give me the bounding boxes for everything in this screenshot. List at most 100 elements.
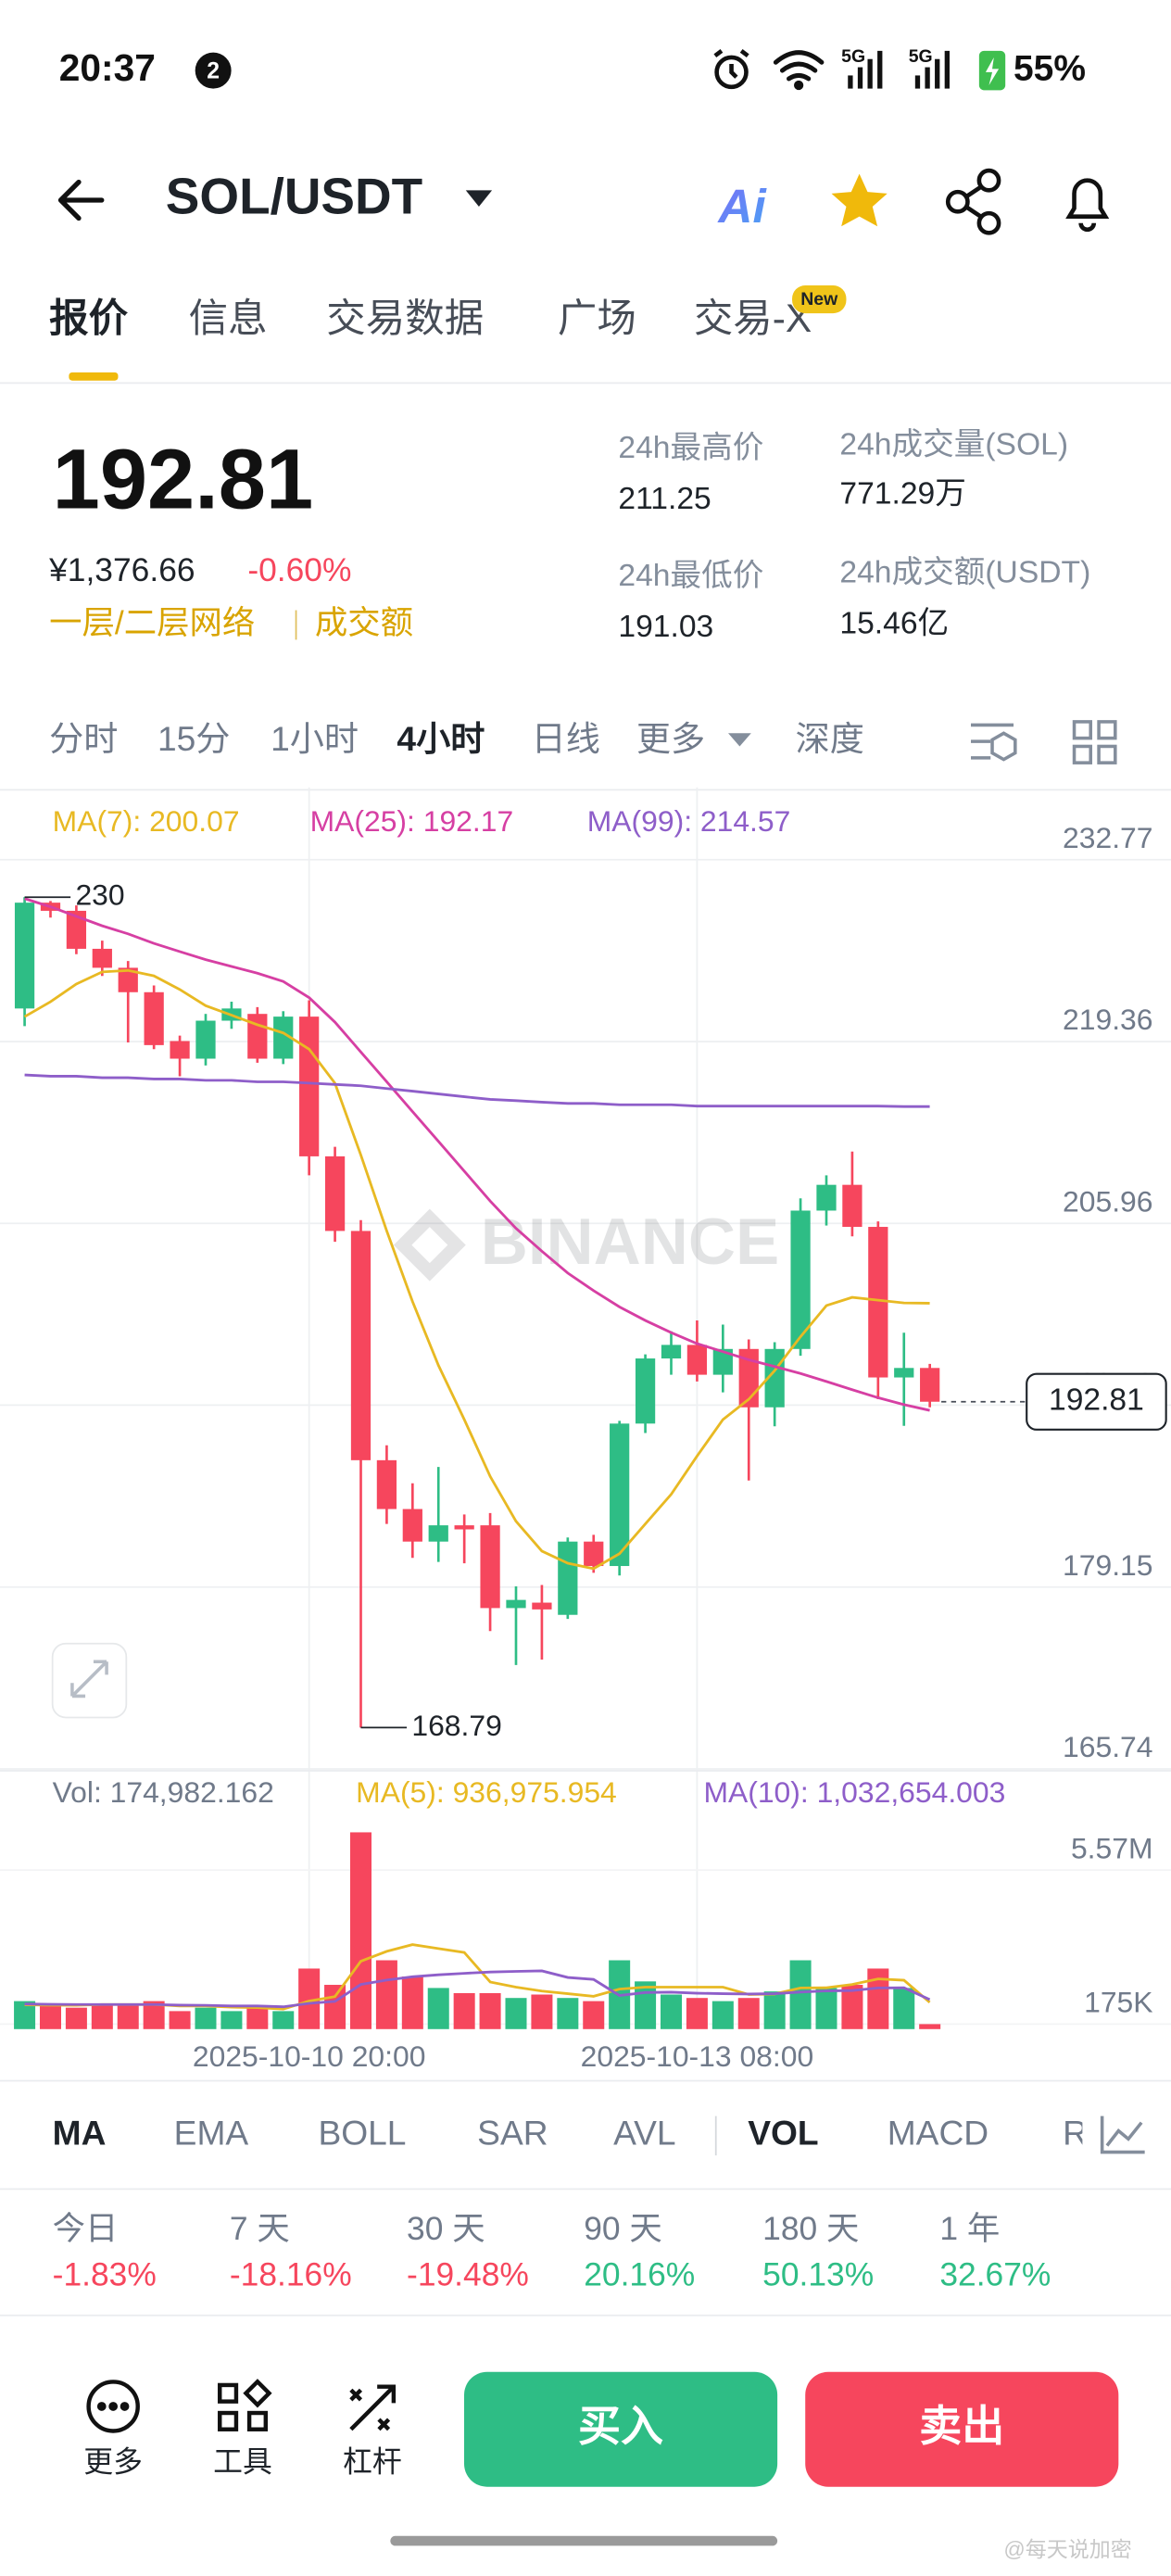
indicator[interactable]: VOL bbox=[748, 2114, 818, 2153]
action-label[interactable]: 杠杆 bbox=[343, 2444, 402, 2478]
leverage-icon[interactable] bbox=[349, 2384, 397, 2431]
pair-title[interactable]: SOL/USDT bbox=[166, 167, 422, 224]
indicator[interactable]: SAR bbox=[477, 2114, 548, 2153]
fullscreen-icon bbox=[70, 1660, 108, 1698]
interval[interactable]: 4小时 bbox=[397, 719, 485, 758]
tools-icon[interactable] bbox=[218, 2379, 272, 2431]
legend-entry: MA(10): 1,032,654.003 bbox=[703, 1775, 1005, 1809]
y-tick-label: 175K bbox=[1084, 1986, 1152, 2019]
max-label: 230 bbox=[75, 878, 124, 912]
candle-body bbox=[506, 1599, 526, 1609]
tab[interactable]: 广场 bbox=[558, 297, 636, 341]
candle-body bbox=[402, 1509, 422, 1542]
interval[interactable]: 深度 bbox=[796, 719, 864, 758]
last-price: 192.81 bbox=[53, 431, 314, 526]
price-change: -0.60% bbox=[247, 551, 351, 588]
volume-bar bbox=[583, 2001, 605, 2029]
current-price-label: 192.81 bbox=[1049, 1383, 1144, 1418]
indicator[interactable]: EMA bbox=[174, 2114, 249, 2153]
buy-button[interactable] bbox=[464, 2371, 778, 2487]
battery-icon bbox=[978, 50, 1006, 91]
period-label: 180 天 bbox=[762, 2210, 859, 2247]
x-tick-label: 2025-10-13 08:00 bbox=[581, 2039, 814, 2073]
tab[interactable]: 交易数据 bbox=[326, 297, 484, 341]
indicator[interactable]: AVL bbox=[613, 2114, 675, 2153]
candle-body bbox=[558, 1541, 578, 1615]
tab[interactable]: 交易-X bbox=[694, 297, 812, 341]
favorite-star[interactable] bbox=[831, 173, 888, 227]
ai-button[interactable]: Ai bbox=[716, 180, 767, 233]
volume-bar bbox=[91, 2004, 113, 2029]
action-label[interactable]: 更多 bbox=[83, 2444, 143, 2478]
divider bbox=[0, 2079, 1171, 2082]
alert-button[interactable] bbox=[1065, 178, 1110, 233]
interval[interactable]: 1小时 bbox=[271, 719, 359, 758]
period-change: 50.13% bbox=[762, 2255, 874, 2292]
interval[interactable]: 更多 bbox=[636, 719, 705, 758]
chart-grid bbox=[0, 787, 1171, 2029]
action-labels: 更多 工具 杠杆 bbox=[83, 2444, 401, 2478]
volume-bar bbox=[841, 1985, 863, 2029]
volume-bar bbox=[65, 2007, 87, 2029]
pair-dropdown[interactable] bbox=[465, 190, 493, 208]
volume-bar bbox=[557, 1998, 579, 2029]
back-button[interactable] bbox=[57, 179, 105, 221]
volume-bar bbox=[220, 2011, 243, 2029]
share-button[interactable] bbox=[945, 168, 1001, 235]
candle-body bbox=[195, 1020, 216, 1059]
volume-bar bbox=[117, 2004, 139, 2029]
stats: 24h最高价 211.25 24h成交量(SOL) 771.29万 24h最低价 191.… bbox=[618, 426, 1090, 643]
candle-body bbox=[350, 1231, 371, 1460]
candle-body bbox=[712, 1348, 733, 1375]
more-icon[interactable] bbox=[86, 2380, 140, 2433]
y-tick-label: 219.36 bbox=[1063, 1003, 1152, 1036]
period-label: 7 天 bbox=[230, 2210, 290, 2247]
clock: 20:37 bbox=[59, 46, 156, 89]
volume-bar bbox=[815, 1988, 837, 2029]
current-price-box bbox=[1026, 1372, 1167, 1431]
tab-indicator bbox=[69, 372, 119, 381]
category-tag[interactable]: 成交额 bbox=[315, 604, 413, 641]
y-tick-label: 179.15 bbox=[1063, 1548, 1152, 1582]
candle-body bbox=[920, 1368, 940, 1402]
tab[interactable]: 信息 bbox=[189, 297, 268, 341]
candle-body bbox=[118, 967, 138, 992]
candle-body bbox=[170, 1041, 190, 1059]
action-label[interactable]: 工具 bbox=[213, 2444, 272, 2478]
more-dropdown[interactable] bbox=[728, 733, 751, 747]
volume-bar bbox=[711, 2001, 734, 2029]
stat-value: 771.29万 bbox=[839, 477, 965, 511]
sell-button[interactable] bbox=[805, 2371, 1119, 2487]
layout-icon[interactable] bbox=[1072, 720, 1117, 764]
tab[interactable]: 报价 bbox=[49, 297, 128, 341]
volume-bar bbox=[893, 1988, 915, 2029]
indicator[interactable]: BOLL bbox=[318, 2114, 406, 2153]
interval[interactable]: 分时 bbox=[49, 719, 118, 758]
volume-bar bbox=[763, 1991, 786, 2029]
x-tick-label: 2025-10-10 20:00 bbox=[193, 2039, 426, 2073]
stat-value: 15.46亿 bbox=[839, 605, 949, 640]
volume-bar bbox=[453, 1992, 475, 2029]
y-tick-label: 5.57M bbox=[1071, 1831, 1153, 1864]
volume-bar bbox=[479, 1992, 501, 2029]
signal-bars bbox=[914, 50, 950, 89]
indicator[interactable]: MACD bbox=[888, 2114, 988, 2153]
interval[interactable]: 日线 bbox=[532, 719, 600, 758]
chart-labels: 232.77219.36205.96192.56179.15165.742025… bbox=[24, 804, 1167, 2073]
indicator[interactable]: MA bbox=[53, 2114, 107, 2153]
period-label: 1 年 bbox=[939, 2210, 1000, 2247]
interval[interactable]: 15分 bbox=[157, 719, 231, 758]
candle-body bbox=[376, 1459, 397, 1509]
volume-bar bbox=[39, 2004, 61, 2029]
signal-bars bbox=[848, 50, 883, 89]
candle-body bbox=[299, 1017, 320, 1156]
chart-settings-icon[interactable] bbox=[971, 723, 1017, 762]
divider bbox=[0, 1770, 1171, 1772]
volume-bar bbox=[505, 1998, 527, 2029]
volume-bar bbox=[789, 1960, 812, 2029]
category-tag[interactable]: 一层/二层网络 bbox=[49, 604, 255, 641]
indicator-settings[interactable] bbox=[1100, 2115, 1145, 2154]
y-tick-label: 165.74 bbox=[1063, 1730, 1152, 1763]
